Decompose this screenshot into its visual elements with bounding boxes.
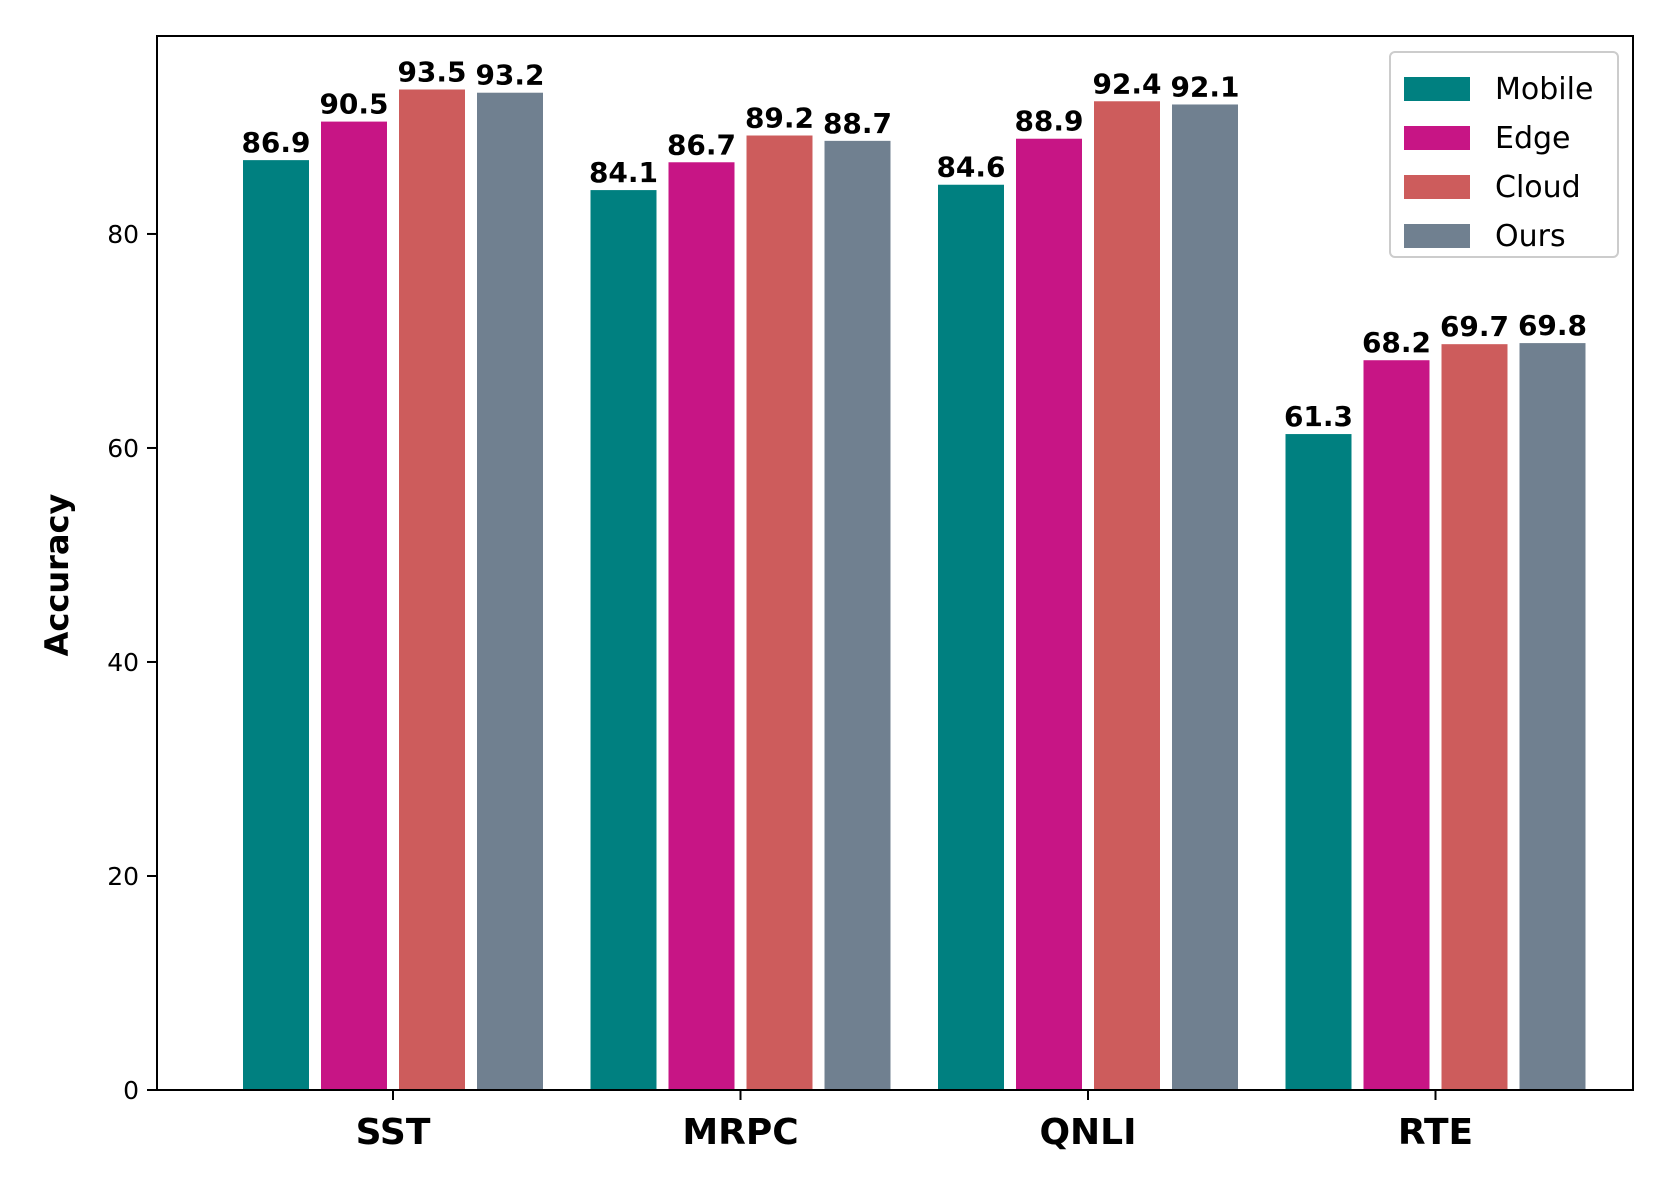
data-label-ours-mrpc: 88.7 <box>823 107 892 140</box>
data-label-ours-rte: 69.8 <box>1518 309 1587 342</box>
data-labels-layer: 86.9 90.5 93.5 93.2 84.1 86.7 89.2 88.7 84.6 88.9… <box>241 56 1587 434</box>
y-tick-label: 60 <box>107 434 139 463</box>
legend-label-ours: Ours <box>1495 219 1566 254</box>
x-category-label-rte: RTE <box>1398 1112 1473 1153</box>
y-tick-label: 20 <box>107 862 139 891</box>
data-label-cloud-sst: 93.5 <box>397 56 466 89</box>
bar-cloud-sst <box>399 89 465 1090</box>
data-label-mobile-qnli: 84.6 <box>936 151 1005 184</box>
legend-label-edge: Edge <box>1495 121 1571 156</box>
bar-mobile-rte <box>1285 434 1352 1090</box>
data-label-mobile-mrpc: 84.1 <box>589 156 658 189</box>
bar-edge-rte <box>1363 360 1430 1091</box>
x-category-label-qnli: QNLI <box>1039 1112 1136 1153</box>
legend: Mobile Edge Cloud Ours <box>1389 51 1619 258</box>
bar-mobile-sst <box>243 160 309 1090</box>
x-category-label-mrpc: MRPC <box>682 1112 798 1153</box>
data-label-cloud-rte: 69.7 <box>1440 310 1509 343</box>
plot-frame <box>156 35 1634 1091</box>
bar-ours-rte <box>1519 343 1586 1091</box>
bars-layer <box>243 89 1586 1091</box>
y-tick-label: 0 <box>123 1076 139 1105</box>
legend-swatch-cloud <box>1404 175 1470 199</box>
bar-mobile-mrpc <box>590 190 657 1091</box>
y-tick-label: 80 <box>107 220 139 249</box>
data-label-cloud-qnli: 92.4 <box>1092 67 1161 100</box>
bar-ours-qnli <box>1172 104 1238 1091</box>
bar-edge-qnli <box>1016 138 1082 1091</box>
data-label-ours-qnli: 92.1 <box>1170 70 1239 103</box>
legend-label-cloud: Cloud <box>1495 170 1581 205</box>
bar-ours-sst <box>477 92 543 1090</box>
axes-layer: 0 20 40 60 80 SST MRPC QNLI RTE <box>107 35 1634 1153</box>
legend-label-mobile: Mobile <box>1495 72 1593 107</box>
y-tick-label: 40 <box>107 648 139 677</box>
y-axis-title: Accuracy <box>38 494 76 657</box>
bar-ours-mrpc <box>824 140 891 1091</box>
data-label-edge-rte: 68.2 <box>1362 326 1431 359</box>
bar-cloud-mrpc <box>746 135 813 1090</box>
bar-cloud-rte <box>1441 344 1508 1090</box>
data-label-edge-mrpc: 86.7 <box>667 128 736 161</box>
legend-box <box>1389 51 1619 258</box>
data-label-mobile-sst: 86.9 <box>241 126 310 159</box>
legend-swatch-ours <box>1404 224 1470 248</box>
data-label-ours-sst: 93.2 <box>475 59 544 92</box>
legend-swatch-edge <box>1404 126 1470 150</box>
bar-mobile-qnli <box>938 184 1004 1091</box>
bar-cloud-qnli <box>1094 101 1160 1090</box>
bar-edge-sst <box>321 121 387 1091</box>
x-category-label-sst: SST <box>356 1112 431 1153</box>
legend-swatch-mobile <box>1404 77 1470 101</box>
data-label-cloud-mrpc: 89.2 <box>745 102 814 135</box>
bar-edge-mrpc <box>668 162 735 1090</box>
data-label-mobile-rte: 61.3 <box>1284 400 1353 433</box>
data-label-edge-qnli: 88.9 <box>1014 105 1083 138</box>
data-label-edge-sst: 90.5 <box>319 88 388 121</box>
